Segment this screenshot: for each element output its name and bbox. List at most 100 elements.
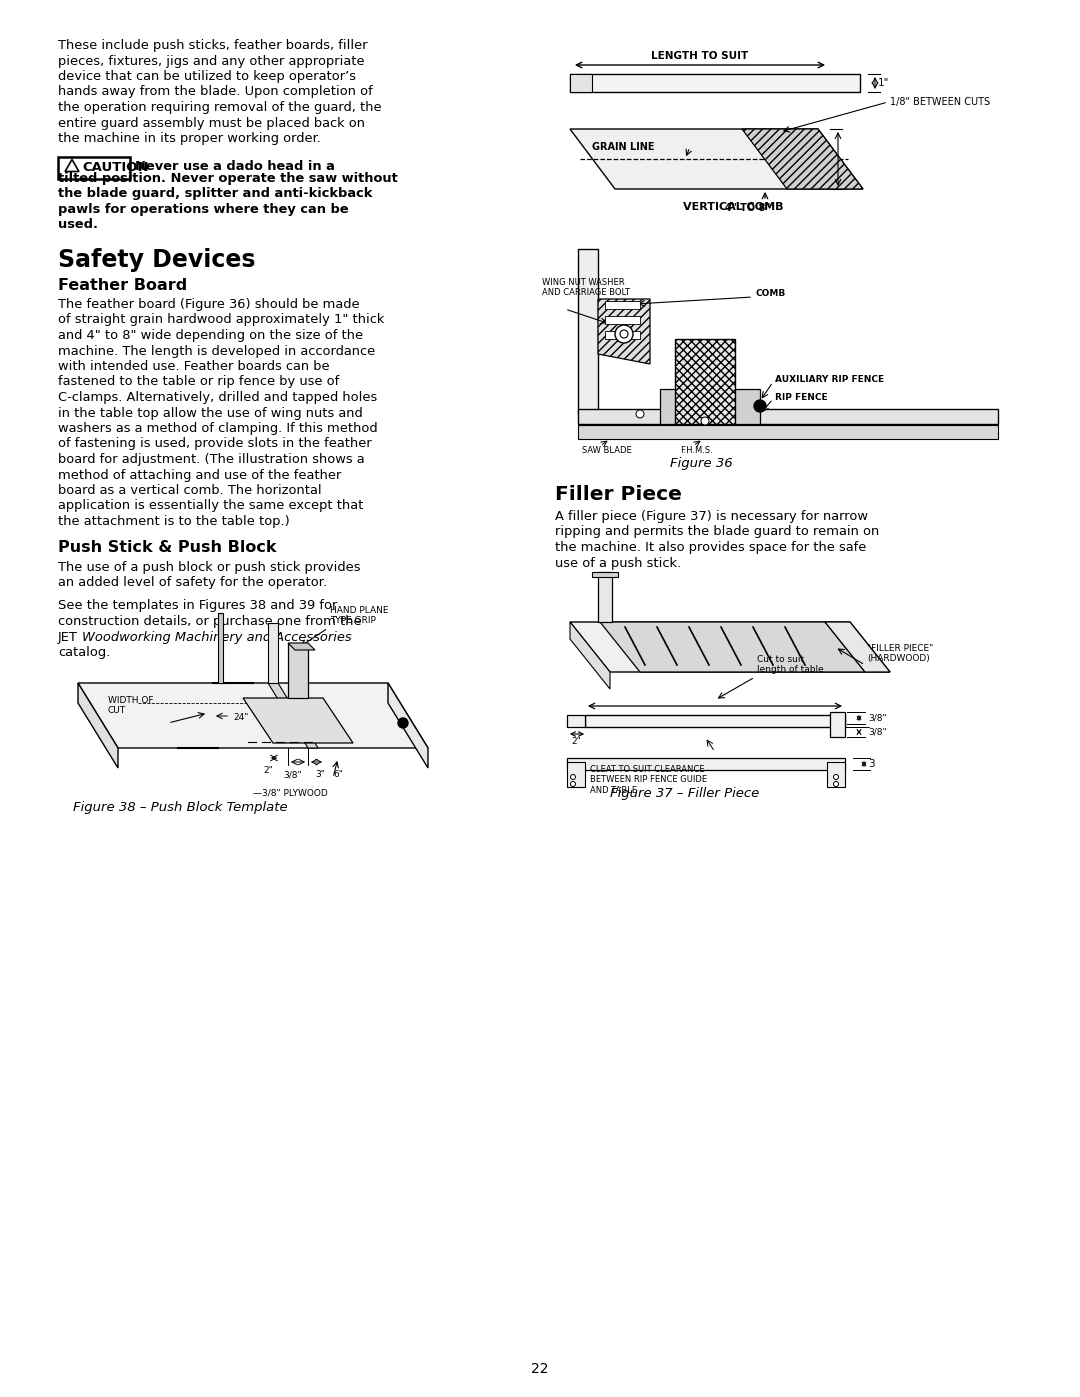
- Polygon shape: [825, 622, 890, 672]
- Polygon shape: [570, 129, 863, 189]
- Circle shape: [834, 774, 838, 780]
- Text: with intended use. Feather boards can be: with intended use. Feather boards can be: [58, 360, 329, 373]
- Text: pieces, fixtures, jigs and any other appropriate: pieces, fixtures, jigs and any other app…: [58, 54, 365, 67]
- Text: Figure 38 – Push Block Template: Figure 38 – Push Block Template: [73, 800, 287, 814]
- Polygon shape: [288, 643, 315, 650]
- Text: "FILLER PIECE"
(HARDWOOD): "FILLER PIECE" (HARDWOOD): [867, 644, 933, 664]
- Text: entire guard assembly must be placed back on: entire guard assembly must be placed bac…: [58, 116, 365, 130]
- Text: 2": 2": [264, 766, 273, 775]
- Text: fastened to the table or rip fence by use of: fastened to the table or rip fence by us…: [58, 376, 339, 388]
- Text: Feather Board: Feather Board: [58, 278, 187, 293]
- Bar: [567, 759, 845, 770]
- Circle shape: [834, 781, 838, 787]
- Text: washers as a method of clamping. If this method: washers as a method of clamping. If this…: [58, 422, 378, 434]
- Text: 3/8": 3/8": [283, 770, 301, 780]
- Text: 1": 1": [878, 78, 889, 88]
- Text: Never use a dado head in a: Never use a dado head in a: [135, 159, 335, 172]
- Text: WING NUT WASHER
AND CARRIAGE BOLT: WING NUT WASHER AND CARRIAGE BOLT: [542, 278, 630, 298]
- Bar: [605, 331, 640, 339]
- Text: 24": 24": [233, 714, 248, 722]
- Text: application is essentially the same except that: application is essentially the same exce…: [58, 500, 363, 513]
- Text: 4" TO 8": 4" TO 8": [725, 203, 770, 212]
- Text: 3": 3": [315, 770, 325, 780]
- Text: 3/8": 3/8": [868, 714, 887, 722]
- Bar: [578, 249, 598, 414]
- Polygon shape: [65, 159, 79, 172]
- Bar: [567, 761, 585, 787]
- Text: construction details, or purchase one from the: construction details, or purchase one fr…: [58, 615, 362, 629]
- Polygon shape: [288, 643, 308, 698]
- Bar: [831, 712, 845, 738]
- Bar: [585, 715, 845, 726]
- Text: the machine in its proper working order.: the machine in its proper working order.: [58, 131, 321, 145]
- Circle shape: [620, 330, 627, 338]
- Bar: [567, 715, 585, 726]
- Text: tilted position. Never operate the saw without: tilted position. Never operate the saw w…: [58, 172, 397, 184]
- Text: the blade guard, splitter and anti-kickback: the blade guard, splitter and anti-kickb…: [58, 187, 373, 201]
- Text: F.H.M.S.: F.H.M.S.: [680, 446, 713, 455]
- Text: an added level of safety for the operator.: an added level of safety for the operato…: [58, 576, 327, 590]
- Text: of fastening is used, provide slots in the feather: of fastening is used, provide slots in t…: [58, 437, 372, 450]
- Text: GRAIN LINE: GRAIN LINE: [592, 142, 654, 152]
- Text: 6": 6": [333, 770, 342, 780]
- Circle shape: [570, 781, 576, 787]
- Text: 3: 3: [868, 759, 875, 768]
- Text: board for adjustment. (The illustration shows a: board for adjustment. (The illustration …: [58, 453, 365, 467]
- Polygon shape: [600, 622, 865, 672]
- Text: Filler Piece: Filler Piece: [555, 485, 681, 504]
- Circle shape: [615, 326, 633, 344]
- Text: CLEAT TO SUIT CLEARANCE
BETWEEN RIP FENCE GUIDE
AND TABLE: CLEAT TO SUIT CLEARANCE BETWEEN RIP FENC…: [590, 766, 707, 795]
- Text: SAW BLADE: SAW BLADE: [582, 446, 632, 455]
- Text: AUXILIARY RIP FENCE: AUXILIARY RIP FENCE: [775, 374, 885, 384]
- Text: 22: 22: [531, 1362, 549, 1376]
- Circle shape: [636, 409, 644, 418]
- Bar: [570, 74, 592, 92]
- Text: use of a push stick.: use of a push stick.: [555, 556, 681, 570]
- Text: COMB: COMB: [755, 289, 785, 299]
- Text: 3/8": 3/8": [868, 728, 887, 736]
- Polygon shape: [592, 571, 618, 577]
- Text: These include push sticks, feather boards, filler: These include push sticks, feather board…: [58, 39, 367, 52]
- Polygon shape: [218, 613, 222, 683]
- Polygon shape: [243, 698, 353, 743]
- Text: See the templates in Figures 38 and 39 for: See the templates in Figures 38 and 39 f…: [58, 599, 337, 612]
- Text: Cut to suit
length of table: Cut to suit length of table: [757, 655, 824, 673]
- Text: Figure 36: Figure 36: [670, 457, 732, 469]
- Text: !: !: [70, 163, 75, 173]
- Text: the attachment is to the table top.): the attachment is to the table top.): [58, 515, 289, 528]
- Polygon shape: [742, 129, 863, 189]
- Polygon shape: [660, 388, 760, 425]
- Text: A filler piece (Figure 37) is necessary for narrow: A filler piece (Figure 37) is necessary …: [555, 510, 868, 522]
- Bar: [58, 156, 130, 179]
- Polygon shape: [268, 683, 318, 747]
- Text: ripping and permits the blade guard to remain on: ripping and permits the blade guard to r…: [555, 525, 879, 538]
- Text: 1/8" BETWEEN CUTS: 1/8" BETWEEN CUTS: [890, 96, 990, 108]
- Text: The feather board (Figure 36) should be made: The feather board (Figure 36) should be …: [58, 298, 360, 312]
- Polygon shape: [268, 623, 278, 683]
- Polygon shape: [388, 683, 428, 768]
- Polygon shape: [598, 571, 612, 622]
- Text: catalog.: catalog.: [58, 645, 110, 659]
- Text: of straight grain hardwood approximately 1" thick: of straight grain hardwood approximately…: [58, 313, 384, 327]
- Polygon shape: [570, 622, 890, 672]
- Text: Safety Devices: Safety Devices: [58, 249, 256, 272]
- Bar: [605, 300, 640, 309]
- Text: the machine. It also provides space for the safe: the machine. It also provides space for …: [555, 541, 866, 555]
- Polygon shape: [675, 339, 735, 425]
- Text: HAND PLANE
TYPE GRIP: HAND PLANE TYPE GRIP: [330, 606, 389, 624]
- Text: JET: JET: [58, 630, 82, 644]
- Bar: [605, 316, 640, 324]
- Text: The use of a push block or push stick provides: The use of a push block or push stick pr…: [58, 560, 361, 574]
- Circle shape: [399, 718, 408, 728]
- Polygon shape: [570, 622, 610, 689]
- Text: board as a vertical comb. The horizontal: board as a vertical comb. The horizontal: [58, 483, 322, 497]
- Text: VERTICAL COMB: VERTICAL COMB: [683, 203, 783, 212]
- Text: WIDTH OF
CUT: WIDTH OF CUT: [108, 696, 153, 715]
- Circle shape: [570, 774, 576, 780]
- Text: 2": 2": [571, 738, 581, 746]
- Polygon shape: [78, 683, 428, 747]
- Bar: [578, 425, 998, 439]
- Text: device that can be utilized to keep operator’s: device that can be utilized to keep oper…: [58, 70, 356, 82]
- Text: the operation requiring removal of the guard, the: the operation requiring removal of the g…: [58, 101, 381, 115]
- Text: CAUTION: CAUTION: [82, 161, 149, 175]
